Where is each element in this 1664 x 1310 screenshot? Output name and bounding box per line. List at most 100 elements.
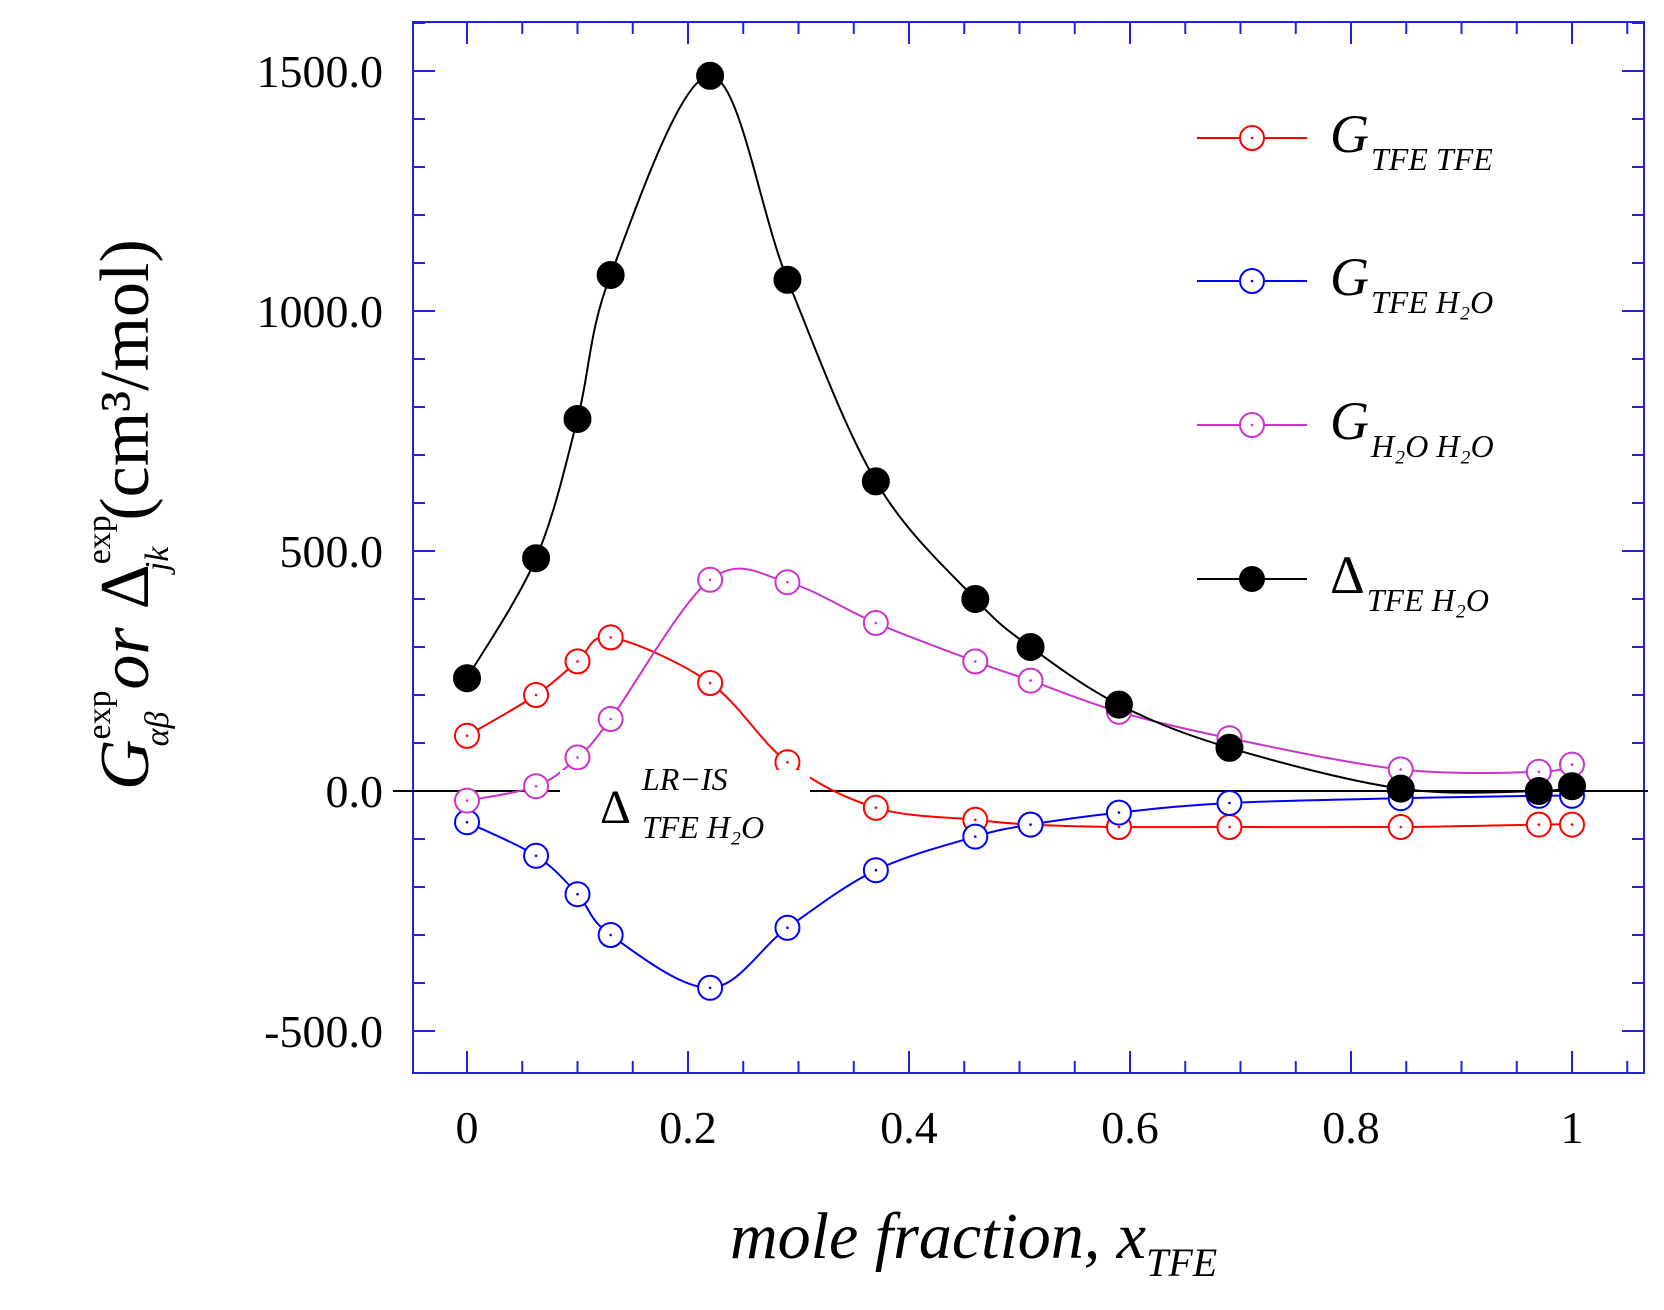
- data-point-center: [465, 799, 469, 802]
- data-point-center: [1537, 823, 1541, 826]
- legend-label: ΔTFE H₂O: [1330, 545, 1489, 618]
- data-point-center: [974, 660, 977, 663]
- x-tick-label: 0.8: [1322, 1102, 1380, 1153]
- data-point-center: [786, 760, 789, 764]
- legend-label-main: G: [1330, 104, 1369, 164]
- legend-label-sub: TFE H₂O: [1367, 582, 1489, 618]
- data-point-center: [874, 868, 878, 872]
- x-axis-title-sub: TFE: [1146, 1240, 1217, 1285]
- axis-ticks: [413, 22, 1644, 1073]
- legend-item-G_H2O_H2O: GH₂O H₂O: [1197, 391, 1494, 464]
- series-group: [453, 61, 1586, 1001]
- data-point-center: [1399, 825, 1403, 829]
- data-point: [696, 61, 725, 90]
- legend-label-sub: TFE TFE: [1371, 141, 1493, 177]
- legend-label: GTFE TFE: [1330, 104, 1493, 177]
- series-Delta_TFE_H2O: [453, 61, 1586, 805]
- data-point-center: [708, 986, 712, 990]
- y-title-or: or: [87, 627, 164, 690]
- data-point: [1215, 733, 1244, 762]
- data-point-center: [1228, 825, 1231, 829]
- data-point: [961, 585, 990, 613]
- y-title-g-sub: αβ: [139, 711, 176, 746]
- y-title-delta: Δ: [87, 564, 164, 609]
- data-point-center: [786, 580, 789, 584]
- data-point-center: [786, 926, 789, 930]
- data-point-center: [609, 636, 612, 639]
- data-point: [522, 544, 551, 573]
- data-point-center: [1570, 823, 1574, 826]
- annotation-text: Δ: [600, 781, 631, 834]
- series-line: [466, 794, 1573, 989]
- x-tick-label: 0.2: [659, 1102, 717, 1153]
- data-point-center: [465, 734, 469, 738]
- data-point-center: [1570, 763, 1574, 766]
- data-point: [773, 265, 802, 294]
- svg-text:mole fraction, xTFE: mole fraction, xTFE: [730, 1200, 1217, 1285]
- data-point: [1558, 772, 1586, 801]
- data-point: [563, 405, 592, 433]
- data-point-center: [576, 756, 579, 759]
- x-axis-title: mole fraction, xTFE: [730, 1200, 1217, 1285]
- y-title-delta-sup: exp: [81, 515, 118, 564]
- data-point: [1104, 690, 1133, 719]
- data-point: [1016, 633, 1045, 661]
- y-tick-label: 500.0: [280, 526, 384, 577]
- series-line: [466, 636, 1573, 829]
- data-point: [453, 664, 481, 693]
- annotation-sup: LR−IS: [641, 761, 728, 797]
- legend-marker-center: [1250, 423, 1254, 427]
- y-tick-label: 0.0: [326, 766, 384, 817]
- plot-frame: [412, 21, 1645, 1074]
- data-point-center: [1029, 679, 1032, 682]
- data-point-center: [1117, 811, 1121, 814]
- legend-item-Delta_TFE_H2O: ΔTFE H₂O: [1197, 545, 1489, 618]
- legend-marker-center: [1250, 279, 1254, 283]
- y-title-units: (cm³/mol): [87, 239, 164, 520]
- legend-label: GTFE H₂O: [1330, 247, 1493, 320]
- y-title-delta-sub: jk: [139, 546, 176, 575]
- x-tick-label: 0.6: [1101, 1102, 1159, 1153]
- data-point-center: [465, 820, 469, 824]
- x-tick-label: 1: [1561, 1102, 1584, 1153]
- data-point: [1524, 777, 1553, 805]
- data-point-center: [974, 818, 977, 822]
- data-point: [1386, 774, 1415, 803]
- annotation: Δ LR−IS TFE H₂O: [560, 761, 810, 850]
- data-point: [596, 261, 625, 289]
- data-point-center: [974, 835, 977, 838]
- data-point-center: [609, 933, 612, 937]
- legend-item-G_TFE_H2O: GTFE H₂O: [1197, 247, 1493, 320]
- data-point-center: [1117, 825, 1121, 829]
- data-point: [861, 467, 890, 496]
- x-axis-title-main: mole fraction, x: [730, 1200, 1146, 1273]
- legend-label-main: G: [1330, 391, 1369, 451]
- y-tick-label: 1500.0: [257, 46, 384, 97]
- y-title-g-sup: exp: [81, 690, 118, 739]
- data-point-center: [576, 892, 579, 896]
- data-point-center: [874, 621, 878, 625]
- legend-label-main: Δ: [1330, 545, 1365, 605]
- x-tick-label: 0.4: [880, 1102, 938, 1153]
- x-tick-label: 0: [456, 1102, 479, 1153]
- data-point-center: [874, 806, 878, 810]
- data-point-center: [576, 660, 579, 663]
- series-line: [466, 567, 1573, 802]
- annotation-main: Δ: [600, 781, 631, 834]
- annotation-background: [560, 770, 810, 850]
- legend-label-sub: TFE H₂O: [1371, 284, 1493, 320]
- data-point-center: [1029, 823, 1032, 826]
- legend-item-G_TFE_TFE: GTFE TFE: [1197, 104, 1493, 177]
- tick-labels: -500.0 0.0 500.0 1000.0 1500.0 0 0.2 0.4 0.6 0.8 1: [257, 46, 1584, 1153]
- data-point-center: [1228, 801, 1231, 805]
- data-point-center: [708, 578, 712, 582]
- data-point-center: [609, 717, 612, 721]
- y-tick-label: -500.0: [264, 1006, 383, 1057]
- series-line: [466, 74, 1573, 794]
- y-title-g: G: [87, 739, 164, 790]
- legend-label-main: G: [1330, 247, 1369, 307]
- data-point-center: [534, 854, 538, 858]
